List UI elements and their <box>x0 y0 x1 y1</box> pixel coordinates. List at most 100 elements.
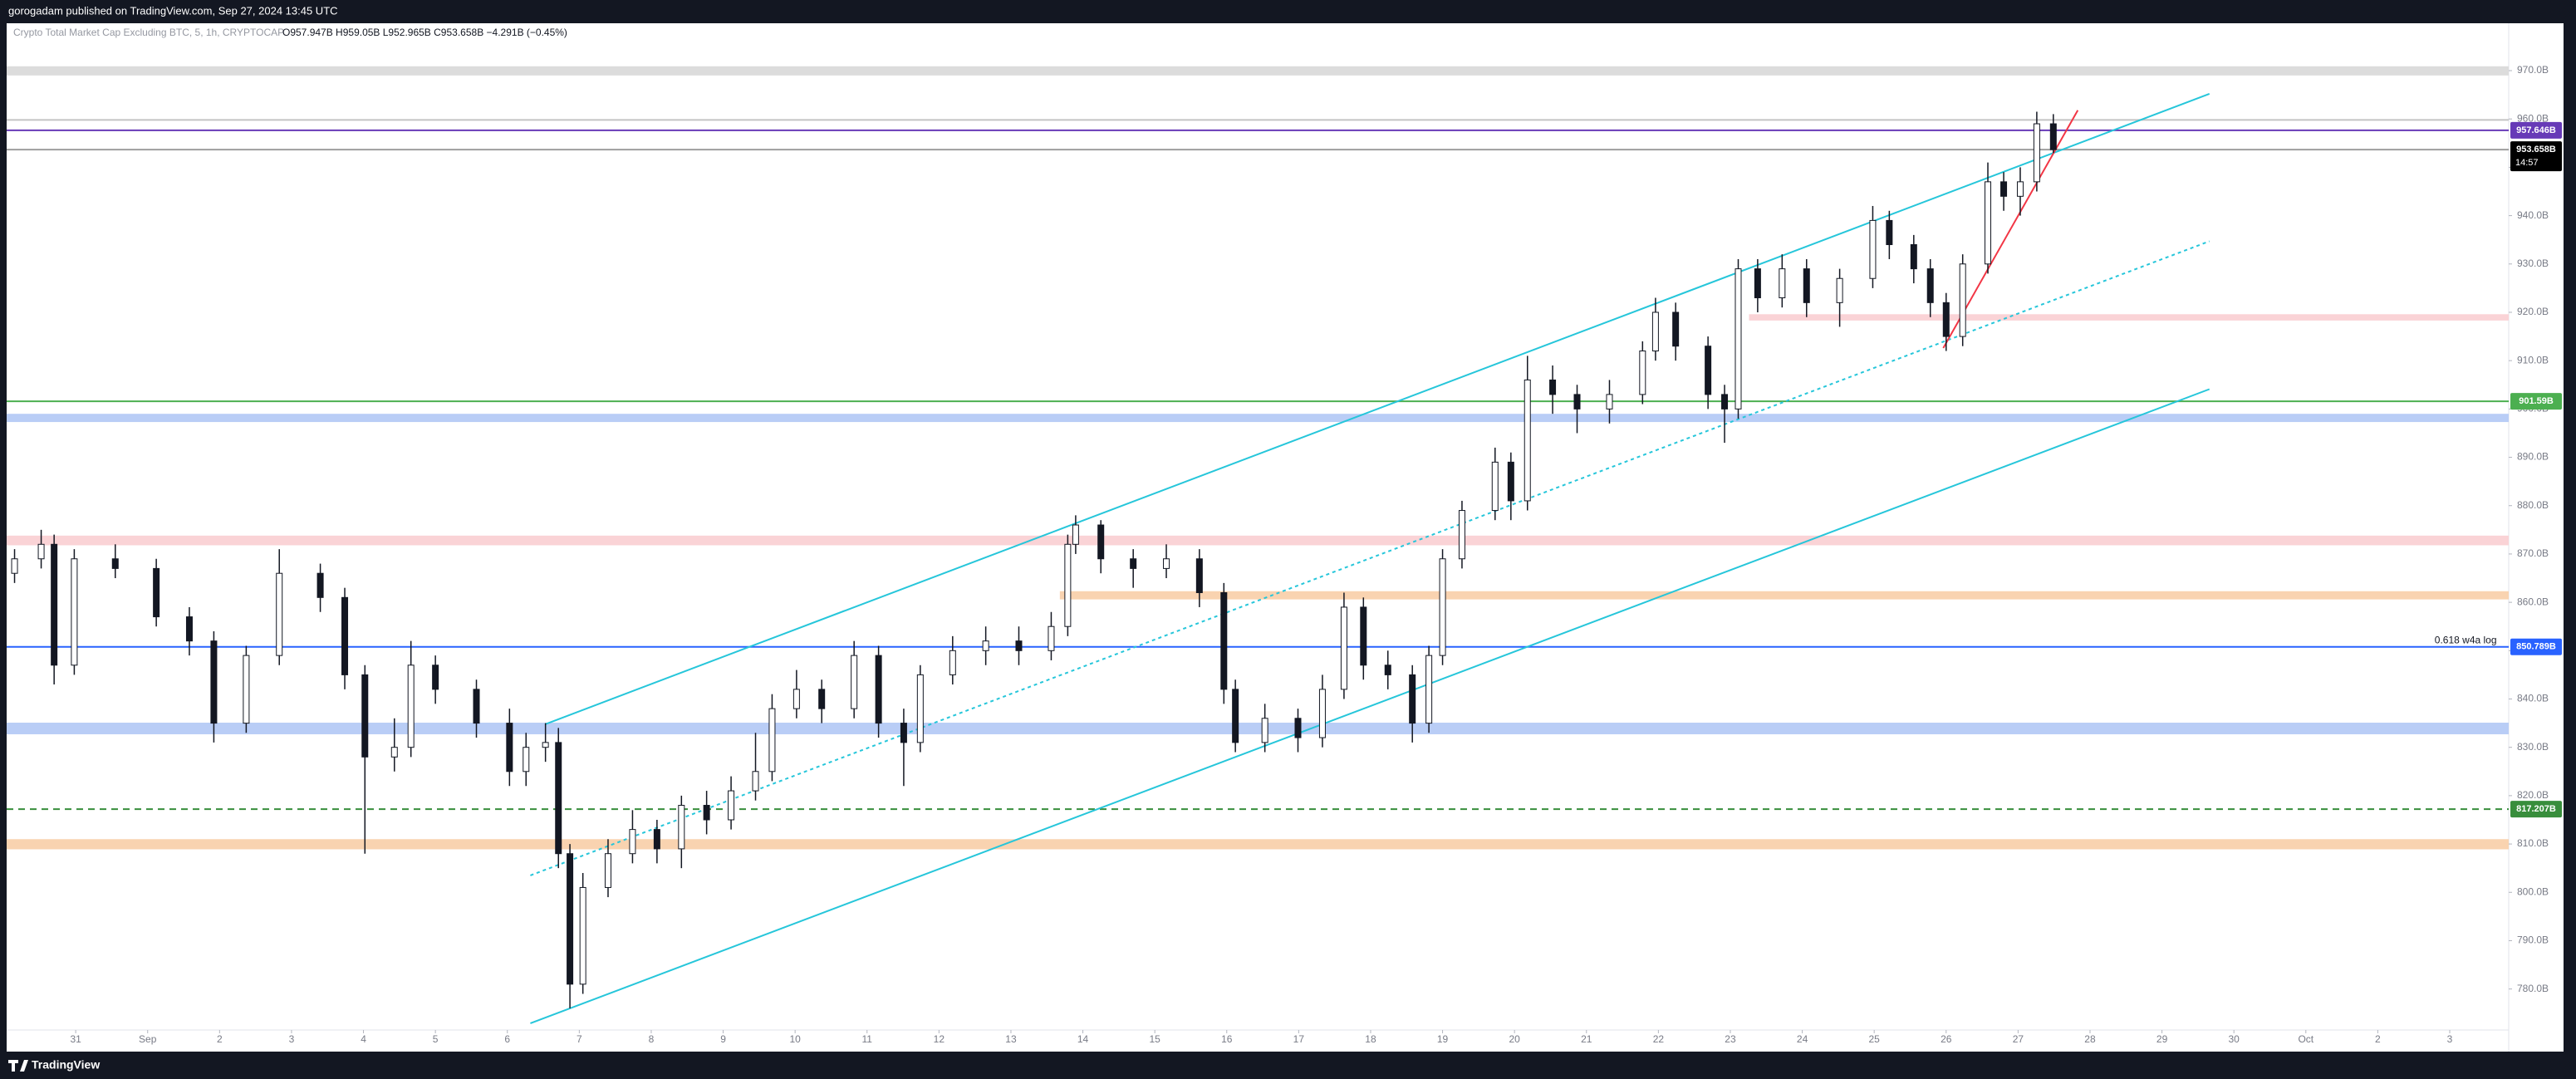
candle-body <box>1384 665 1391 675</box>
candle-body <box>11 558 18 574</box>
candle-body <box>752 771 759 792</box>
candle-body <box>579 886 586 985</box>
x-tick-label: 18 <box>1365 1033 1376 1045</box>
candle-body <box>1549 379 1557 395</box>
candle-body <box>653 829 660 850</box>
x-tick-label: 7 <box>577 1033 582 1045</box>
candle-body <box>1195 558 1203 593</box>
candle-body <box>818 689 826 709</box>
x-tick-label: 15 <box>1149 1033 1160 1045</box>
x-tick-label: 22 <box>1653 1033 1665 1045</box>
candle-body <box>1294 718 1302 738</box>
candle-body <box>153 567 160 618</box>
candle-body <box>37 543 45 560</box>
y-tick-label: 970.0B <box>2517 64 2549 76</box>
y-tick-label: 800.0B <box>2517 885 2549 897</box>
candle-body <box>1048 625 1055 651</box>
candle-body <box>1573 394 1581 410</box>
candle-body <box>916 674 924 743</box>
candle-body <box>1318 689 1326 738</box>
candle-body <box>703 805 710 821</box>
candle-body <box>1705 346 1712 395</box>
candle-body <box>71 558 78 666</box>
x-tick-label: 8 <box>649 1033 655 1045</box>
x-tick-label: 19 <box>1437 1033 1449 1045</box>
y-tick-label: 910.0B <box>2517 354 2549 365</box>
y-tick-label: 930.0B <box>2517 257 2549 269</box>
zone <box>7 839 2509 850</box>
candle-body <box>2016 181 2024 197</box>
candle-body <box>1491 461 1499 512</box>
candle-body <box>1064 543 1072 627</box>
candle-body <box>185 616 193 642</box>
x-tick-label: 27 <box>2013 1033 2024 1045</box>
candle-body <box>1606 394 1613 410</box>
x-tick-label: 29 <box>2156 1033 2168 1045</box>
candle-body <box>506 723 513 772</box>
countdown-label: 14:57 <box>2515 158 2539 168</box>
x-tick-label: 28 <box>2084 1033 2096 1045</box>
candle-body <box>982 640 989 651</box>
x-tick-label: Oct <box>2298 1033 2313 1045</box>
candle-body <box>1942 302 1950 337</box>
x-tick-label: 12 <box>934 1033 945 1045</box>
price-label: 817.207B <box>2516 804 2556 814</box>
candle-body <box>567 853 574 985</box>
candle-body <box>1886 219 1893 246</box>
footer-brand: TradingView <box>32 1058 100 1072</box>
zone <box>7 66 2509 76</box>
x-tick-label: 26 <box>1941 1033 1952 1045</box>
x-tick-label: 16 <box>1221 1033 1233 1045</box>
price-label: 953.658B <box>2516 145 2556 154</box>
candle-body <box>1672 311 1680 347</box>
candle-body <box>900 723 907 743</box>
y-tick-label: 820.0B <box>2517 789 2549 801</box>
y-tick-label: 940.0B <box>2517 209 2549 221</box>
candle-body <box>1985 181 1992 265</box>
annotation: 0.618 w4a log <box>2435 634 2497 645</box>
candle-body <box>792 689 800 709</box>
x-tick-label: 21 <box>1581 1033 1592 1045</box>
x-tick-label: 9 <box>720 1033 726 1045</box>
price-label: 850.789B <box>2516 642 2556 652</box>
candle-body <box>111 558 119 569</box>
y-tick-label: 860.0B <box>2517 596 2549 607</box>
candle-body <box>2033 123 2040 183</box>
candle-body <box>678 805 685 850</box>
candle-body <box>1360 606 1367 666</box>
header-text: gorogadam published on TradingView.com, … <box>8 4 338 17</box>
price-label-bg <box>2510 141 2562 172</box>
x-tick-label: 30 <box>2229 1033 2240 1045</box>
x-tick-label: 4 <box>361 1033 366 1045</box>
candle-body <box>1130 558 1137 569</box>
candle-body <box>51 543 58 666</box>
candle-body <box>243 655 250 724</box>
zone <box>7 723 2509 734</box>
candle-body <box>768 708 776 772</box>
y-tick-label: 960.0B <box>2517 112 2549 124</box>
x-tick-label: 20 <box>1509 1033 1520 1045</box>
candle-body <box>1409 674 1416 724</box>
candle-body <box>629 829 636 855</box>
candle-body <box>390 747 398 758</box>
candle-body <box>604 853 611 888</box>
candle-body <box>1754 268 1761 299</box>
candle-body <box>1926 268 1934 303</box>
price-label-bg <box>2510 638 2562 655</box>
x-tick-label: 25 <box>1868 1033 1880 1045</box>
zone <box>7 414 2509 423</box>
candle-body <box>1651 311 1659 352</box>
candle-body <box>1340 606 1347 690</box>
candle-body <box>1779 268 1786 299</box>
y-tick-label: 920.0B <box>2517 306 2549 317</box>
candle-body <box>1869 219 1877 279</box>
candle-body <box>1959 263 1966 337</box>
x-tick-label: 11 <box>862 1033 873 1045</box>
candle-body <box>555 742 562 855</box>
zone <box>7 535 2509 546</box>
x-tick-label: 3 <box>289 1033 295 1045</box>
candle-body <box>2049 123 2057 150</box>
candle-body <box>949 650 956 675</box>
